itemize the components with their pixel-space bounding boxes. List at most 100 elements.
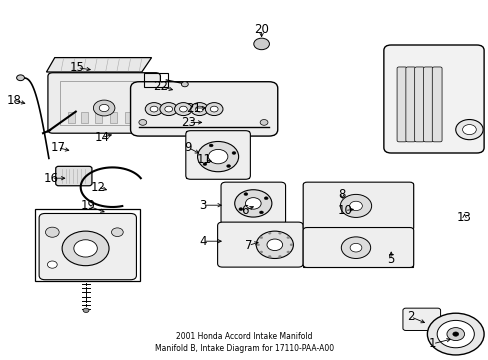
Bar bbox=[81, 112, 87, 123]
Circle shape bbox=[164, 106, 172, 112]
Circle shape bbox=[208, 149, 227, 164]
Circle shape bbox=[174, 103, 192, 116]
Text: 14: 14 bbox=[94, 131, 109, 144]
Bar bbox=[303, 183, 412, 267]
Text: 23: 23 bbox=[181, 116, 195, 129]
Circle shape bbox=[259, 251, 262, 253]
Circle shape bbox=[259, 211, 263, 214]
Circle shape bbox=[139, 120, 146, 125]
Circle shape bbox=[256, 244, 259, 246]
Text: 7: 7 bbox=[244, 239, 252, 252]
Circle shape bbox=[267, 255, 270, 257]
Circle shape bbox=[231, 152, 235, 154]
FancyBboxPatch shape bbox=[303, 228, 413, 267]
Circle shape bbox=[205, 103, 223, 116]
Circle shape bbox=[197, 141, 238, 172]
FancyBboxPatch shape bbox=[414, 67, 424, 142]
Circle shape bbox=[436, 320, 473, 348]
FancyBboxPatch shape bbox=[221, 182, 285, 225]
Circle shape bbox=[278, 255, 281, 257]
Text: 5: 5 bbox=[386, 253, 394, 266]
FancyBboxPatch shape bbox=[39, 213, 136, 280]
Text: 8: 8 bbox=[338, 188, 346, 201]
Circle shape bbox=[190, 103, 208, 116]
Circle shape bbox=[266, 239, 282, 251]
Text: 11: 11 bbox=[197, 153, 211, 166]
Circle shape bbox=[47, 261, 57, 268]
Text: 19: 19 bbox=[81, 199, 95, 212]
Circle shape bbox=[349, 201, 362, 211]
Circle shape bbox=[83, 308, 89, 312]
Text: 6: 6 bbox=[240, 204, 248, 217]
Bar bbox=[95, 112, 102, 123]
FancyBboxPatch shape bbox=[423, 67, 432, 142]
Bar bbox=[222, 184, 283, 223]
Circle shape bbox=[260, 120, 267, 125]
Text: 22: 22 bbox=[153, 80, 167, 93]
Circle shape bbox=[210, 106, 218, 112]
Text: 2001 Honda Accord Intake Manifold
Manifold B, Intake Diagram for 17110-PAA-A00: 2001 Honda Accord Intake Manifold Manifo… bbox=[155, 332, 333, 353]
Circle shape bbox=[150, 106, 158, 112]
Circle shape bbox=[62, 231, 109, 266]
Circle shape bbox=[256, 231, 293, 258]
Circle shape bbox=[289, 244, 292, 246]
Bar bbox=[68, 112, 75, 123]
Circle shape bbox=[234, 190, 271, 217]
Bar bbox=[35, 209, 140, 281]
Circle shape bbox=[203, 163, 206, 166]
Text: 16: 16 bbox=[44, 172, 59, 185]
Circle shape bbox=[253, 38, 269, 50]
Circle shape bbox=[455, 120, 482, 140]
FancyBboxPatch shape bbox=[402, 308, 440, 330]
Bar bbox=[110, 112, 117, 123]
Circle shape bbox=[195, 106, 203, 112]
Circle shape bbox=[427, 313, 483, 355]
FancyBboxPatch shape bbox=[396, 67, 406, 142]
Text: 4: 4 bbox=[199, 235, 206, 248]
Circle shape bbox=[286, 251, 289, 253]
Text: 9: 9 bbox=[184, 141, 192, 154]
Circle shape bbox=[349, 243, 361, 252]
Bar bbox=[144, 73, 167, 87]
Circle shape bbox=[226, 165, 230, 167]
Bar bbox=[136, 112, 142, 123]
Text: 12: 12 bbox=[90, 181, 105, 194]
Text: 17: 17 bbox=[50, 141, 65, 154]
Circle shape bbox=[93, 100, 115, 116]
FancyBboxPatch shape bbox=[217, 222, 303, 267]
Circle shape bbox=[264, 197, 267, 200]
Circle shape bbox=[341, 237, 370, 258]
Text: 2: 2 bbox=[406, 310, 414, 323]
Circle shape bbox=[244, 193, 247, 195]
Circle shape bbox=[181, 82, 188, 87]
Bar bbox=[60, 81, 147, 125]
FancyBboxPatch shape bbox=[383, 45, 483, 153]
Circle shape bbox=[286, 237, 289, 239]
Text: 15: 15 bbox=[70, 61, 84, 74]
Circle shape bbox=[145, 103, 163, 116]
Circle shape bbox=[462, 125, 475, 135]
Circle shape bbox=[245, 198, 261, 209]
Text: 20: 20 bbox=[254, 23, 268, 36]
Circle shape bbox=[209, 144, 213, 147]
Circle shape bbox=[160, 103, 177, 116]
Circle shape bbox=[74, 240, 97, 257]
Circle shape bbox=[452, 332, 458, 336]
Circle shape bbox=[17, 75, 24, 81]
FancyBboxPatch shape bbox=[405, 67, 415, 142]
Circle shape bbox=[99, 104, 109, 112]
Text: 10: 10 bbox=[337, 204, 351, 217]
Text: 3: 3 bbox=[199, 199, 206, 212]
Circle shape bbox=[340, 194, 371, 217]
Polygon shape bbox=[46, 58, 151, 72]
Circle shape bbox=[239, 208, 243, 211]
Circle shape bbox=[446, 328, 464, 341]
Circle shape bbox=[278, 232, 281, 234]
FancyBboxPatch shape bbox=[56, 166, 92, 186]
Bar bbox=[124, 112, 131, 123]
FancyBboxPatch shape bbox=[303, 182, 413, 230]
Circle shape bbox=[45, 227, 59, 237]
Text: 13: 13 bbox=[456, 211, 471, 224]
Circle shape bbox=[259, 237, 262, 239]
Circle shape bbox=[267, 232, 270, 234]
